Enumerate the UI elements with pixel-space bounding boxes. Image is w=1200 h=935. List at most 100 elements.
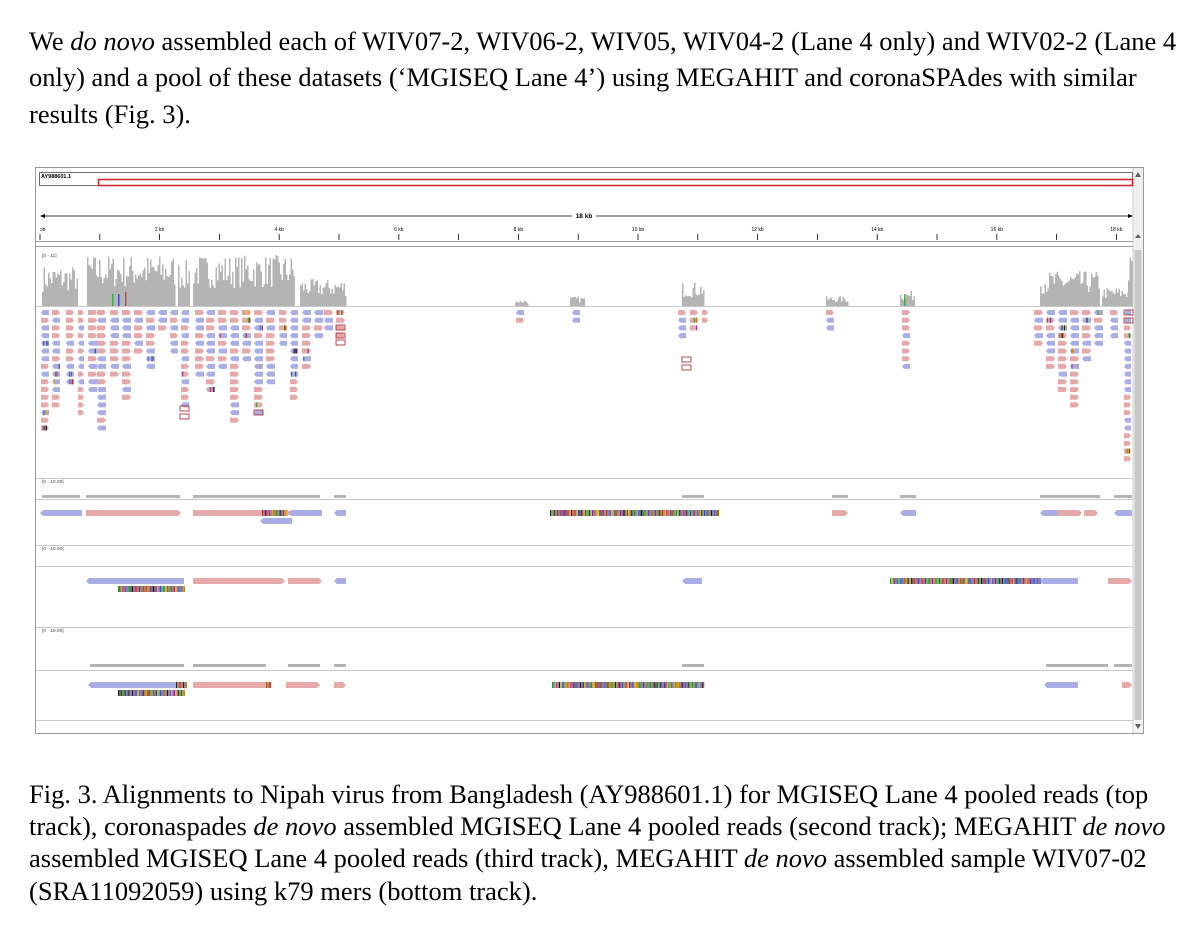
- ruler-scroll-up-icon[interactable]: [1135, 234, 1141, 238]
- coverage-bar: [130, 257, 132, 306]
- coverage-bar: [182, 285, 184, 306]
- read: [230, 310, 239, 315]
- caption-text-1: Fig. 3. Alignments to Nipah virus from B…: [29, 779, 1149, 842]
- read: [1110, 317, 1118, 323]
- scrollbar-down-arrow-icon[interactable]: [1135, 724, 1141, 729]
- read: [146, 333, 155, 339]
- read: [1082, 356, 1091, 362]
- coverage-bar: [1070, 277, 1072, 306]
- read: [336, 325, 345, 331]
- read: [290, 363, 298, 369]
- coverage-bar: [1126, 297, 1128, 306]
- coverage-range-label: [0 - 11]: [42, 253, 57, 259]
- read: [1046, 333, 1055, 339]
- coverage-bar: [1043, 293, 1045, 306]
- read: [88, 340, 97, 346]
- coverage-bar: [903, 299, 905, 306]
- soft-clipped-read: [253, 409, 264, 416]
- coverage-bar: [290, 258, 292, 306]
- read: [290, 340, 298, 346]
- scrollbar-thumb[interactable]: [1134, 250, 1142, 720]
- read: [1058, 310, 1067, 315]
- contig: [334, 578, 346, 584]
- coverage-bar: [310, 279, 312, 306]
- coverage-bar: [168, 277, 170, 306]
- coverage-bar: [202, 258, 204, 306]
- read: [97, 410, 106, 416]
- read: [290, 371, 298, 377]
- coverage-bar: [695, 294, 697, 306]
- read: [254, 363, 263, 369]
- coverage-bar: [157, 265, 159, 306]
- read: [195, 371, 204, 377]
- coverage-bar: [525, 301, 527, 306]
- coverage-bar: [1058, 275, 1060, 306]
- coverage-bar: [239, 287, 241, 306]
- coverage-bar: [321, 294, 323, 306]
- coverage-bar: [284, 258, 286, 306]
- read: [195, 317, 204, 323]
- coverage-bar: [574, 296, 576, 306]
- coverage-bar: [521, 302, 523, 306]
- read: [254, 394, 263, 400]
- read: [146, 310, 155, 315]
- coverage-bar: [117, 269, 119, 306]
- coverage-bar: [1109, 291, 1111, 306]
- read: [242, 356, 251, 362]
- read: [302, 348, 311, 354]
- coverage-bar: [333, 293, 335, 306]
- coverage-bar: [63, 281, 65, 306]
- coverage-bar: [75, 288, 77, 306]
- coverage-bar: [307, 293, 309, 306]
- coverage-bar: [345, 296, 347, 306]
- coverage-bar: [106, 278, 108, 306]
- coverage-bar: [184, 287, 186, 306]
- coverage-bar: [1061, 280, 1063, 306]
- coverage-bar: [698, 294, 700, 306]
- coverage-bar: [340, 283, 342, 306]
- coverage-bar: [309, 291, 311, 306]
- read: [690, 317, 698, 323]
- caption-text-2: assembled MGISEQ Lane 4 pooled reads (se…: [336, 811, 1083, 842]
- read: [279, 317, 287, 323]
- read: [336, 310, 345, 315]
- coverage-bar: [227, 275, 229, 306]
- contig: [193, 578, 285, 584]
- coverage-bar: [1106, 288, 1108, 306]
- span-arrow-right-icon: [1128, 214, 1133, 218]
- coverage-bar: [324, 286, 326, 306]
- scrollbar-up-arrow-icon[interactable]: [1135, 172, 1141, 177]
- coverage-bar: [247, 265, 249, 306]
- figure-frame: [35, 167, 1144, 734]
- read: [78, 387, 84, 392]
- read: [97, 340, 106, 346]
- coverage-bar: [1124, 294, 1126, 306]
- read: [1124, 379, 1131, 385]
- read: [290, 348, 298, 354]
- read: [254, 348, 263, 354]
- read: [1124, 456, 1131, 462]
- coverage-bar: [580, 297, 582, 306]
- coverage-bar: [293, 276, 295, 306]
- read: [1058, 356, 1067, 362]
- ruler-tick-label: 10 kb: [632, 227, 644, 233]
- read: [122, 317, 131, 323]
- read: [41, 325, 49, 331]
- read: [1046, 317, 1055, 323]
- read: [1058, 317, 1067, 323]
- coverage-bar: [235, 257, 237, 306]
- coverage-bar: [141, 276, 143, 306]
- coverage-bar: [901, 299, 903, 306]
- coverage-bar: [253, 269, 255, 306]
- read: [1070, 363, 1079, 369]
- track2-range-label: [0 - 10.00]: [42, 479, 64, 485]
- coverage-bar: [322, 287, 324, 306]
- coverage-bar: [912, 299, 914, 306]
- coverage-bar: [187, 283, 189, 306]
- read: [290, 317, 298, 323]
- read: [266, 363, 275, 369]
- read: [1124, 340, 1131, 346]
- coverage-bar: [331, 288, 333, 306]
- coverage-bar: [527, 303, 529, 306]
- locus-box: [97, 178, 1134, 187]
